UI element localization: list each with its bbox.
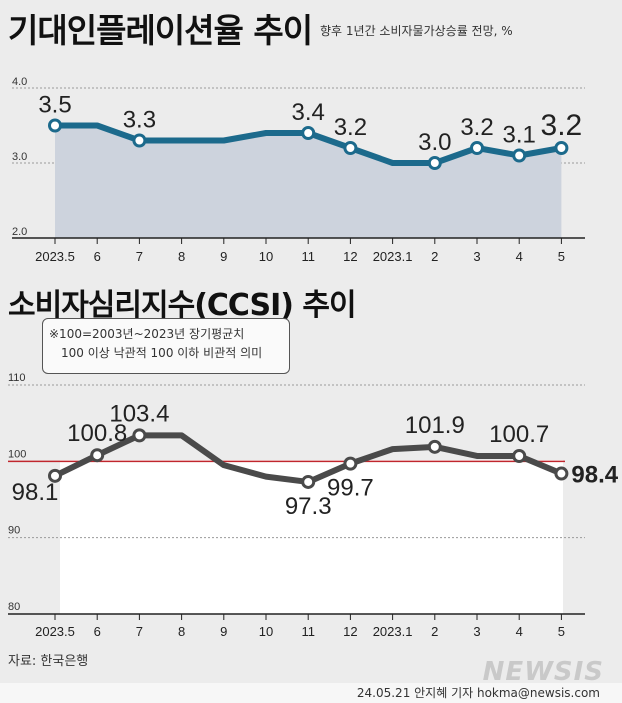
chart2-x-tick-label: 8 (178, 624, 185, 639)
chart1-data-label: 3.2 (541, 109, 583, 142)
chart1-x-tick-label: 2023.5 (35, 249, 75, 264)
chart2-ytick-label: 80 (8, 601, 20, 613)
chart1-x-tick-label: 2 (431, 249, 438, 264)
note-line-2: 100 이상 낙관적 100 이하 비관적 의미 (61, 346, 263, 360)
chart2-x-tick-label: 5 (558, 624, 565, 639)
chart1-data-point (343, 141, 358, 155)
chart1-data-point (427, 156, 442, 170)
chart1-x-tick-label: 6 (94, 249, 101, 264)
chart1-data-label: 3.4 (292, 99, 325, 126)
chart1-data-label: 3.0 (418, 129, 451, 156)
chart2-data-label: 100.8 (67, 420, 127, 447)
chart1-data-label: 3.3 (123, 107, 156, 134)
chart2-x-tick-label: 9 (220, 624, 227, 639)
chart2-data-label: 99.7 (327, 475, 374, 502)
byline: 24.05.21 안지혜 기자 hokma@newsis.com (0, 683, 622, 703)
chart1-x-tick-label: 10 (259, 249, 273, 264)
chart1-ytick-label: 3.0 (12, 151, 27, 163)
chart1-x-tick-label: 5 (558, 249, 565, 264)
chart2-x-tick-label: 2 (431, 624, 438, 639)
chart1-data-label: 3.5 (38, 92, 71, 119)
chart1-data-point (470, 141, 484, 155)
chart2-data-label: 98.1 (12, 479, 59, 506)
chart2-ytick-label: 90 (8, 525, 20, 537)
chart1-x-tick-label: 4 (516, 249, 523, 264)
chart1-area (55, 125, 562, 238)
chart2-data-point (427, 439, 442, 454)
chart2-data-label: 101.9 (405, 412, 465, 439)
chart2-ytick-label: 110 (8, 372, 26, 384)
chart1-data-point (512, 148, 527, 163)
note-line-1: ※100=2003년~2023년 장기평균치 (49, 327, 245, 341)
chart1-ytick-label: 2.0 (12, 226, 27, 238)
chart1-data-point (554, 141, 569, 155)
chart1-ytick-label: 4.0 (12, 76, 27, 88)
chart2-x-tick-label: 12 (343, 624, 357, 639)
chart1-x-tick-label: 2023.1 (373, 249, 413, 264)
chart2-data-point (554, 466, 569, 481)
chart1-data-label: 3.2 (334, 114, 367, 141)
chart2-data-label: 100.7 (489, 421, 549, 448)
chart2-x-tick-label: 2023.5 (35, 624, 75, 639)
chart1-data-label: 3.1 (503, 122, 536, 149)
chart2-data-point (48, 468, 62, 483)
chart2-data-label: 97.3 (285, 493, 332, 520)
chart1-x-tick-label: 3 (473, 249, 480, 264)
chart2-x-tick-label: 3 (473, 624, 480, 639)
newsis-logo: NEWSIS (482, 657, 604, 687)
chart2-data-label: 98.4 (571, 462, 618, 489)
chart1-x-tick-label: 7 (136, 249, 143, 264)
chart1-data-point (132, 133, 147, 148)
ccsi-note-box: ※100=2003년~2023년 장기평균치 100 이상 낙관적 100 이하… (42, 318, 290, 374)
chart1-subtitle: 향후 1년간 소비자물가상승률 전망, % (320, 24, 513, 38)
chart2-x-tick-label: 4 (516, 624, 523, 639)
chart2-data-point (301, 474, 316, 489)
chart2-ccsi: 80 90 100 110 2023.5 6 7 8 9 10 11 12 2023.1 2 3 4 5 98.1… (8, 372, 619, 639)
chart2-data-point (512, 448, 527, 463)
source-text: 자료: 한국은행 (8, 654, 89, 669)
chart2-ytick-label: 100 (8, 448, 26, 460)
chart1-x-tick-label: 9 (220, 249, 227, 264)
chart2-x-tick-label: 6 (94, 624, 101, 639)
chart2-x-tick-label: 11 (301, 624, 315, 639)
chart1-x-tick-label: 12 (343, 249, 357, 264)
chart1-x-tick-label: 11 (301, 249, 315, 264)
chart2-data-label: 103.4 (109, 400, 169, 427)
chart2-x-tick-label: 7 (136, 624, 143, 639)
chart2-x-tick-label: 2023.1 (373, 624, 413, 639)
chart1-data-point (301, 126, 316, 140)
chart2-x-tick-label: 10 (259, 624, 273, 639)
chart1-expected-inflation: 2.0 3.0 4.0 2023.5 6 7 8 9 10 11 12 2023.1 2 3 4 5 3.5 3.… (12, 76, 585, 264)
chart1-data-label: 3.2 (460, 114, 493, 141)
chart2-data-point (132, 428, 147, 443)
chart2-data-point (343, 456, 358, 471)
chart1-title: 기대인플레이션율 추이 (8, 11, 313, 50)
chart2-title: 소비자심리지수(CCSI) 추이 (8, 288, 357, 323)
chart1-data-point (48, 118, 62, 133)
chart2-data-point (90, 448, 105, 463)
chart1-x-tick-label: 8 (178, 249, 185, 264)
